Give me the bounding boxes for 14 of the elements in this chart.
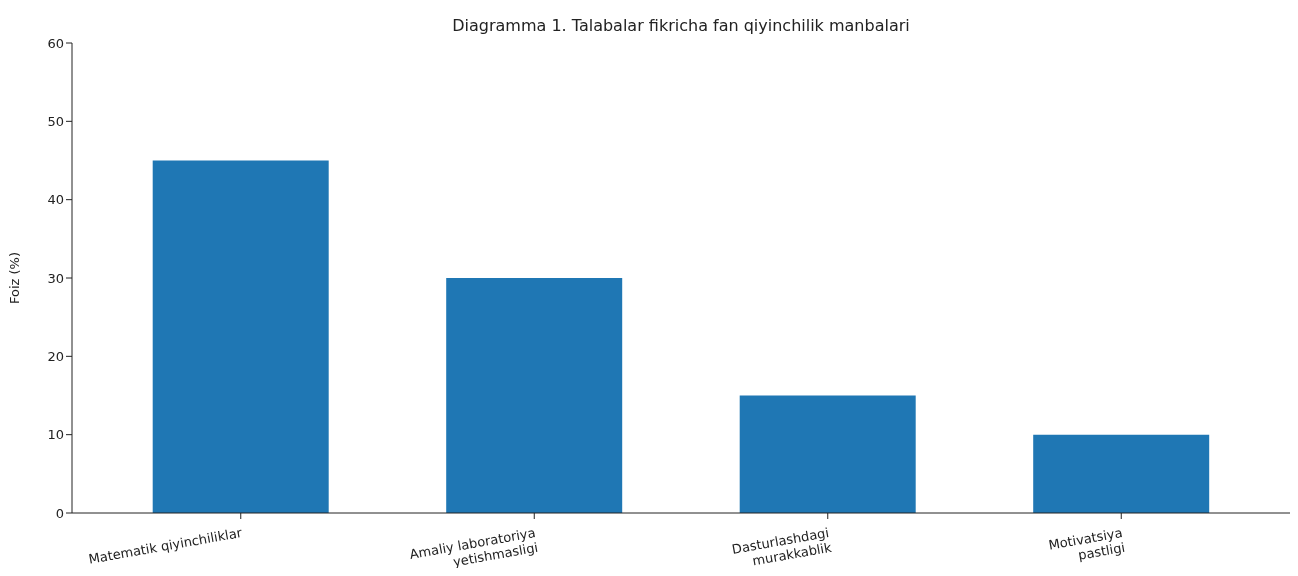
bar xyxy=(739,395,916,513)
y-tick-label: 0 xyxy=(55,505,64,521)
y-tick-label: 40 xyxy=(47,192,64,208)
x-tick-label: Motivatsiya pastligi xyxy=(1047,525,1127,563)
y-axis-title: Foiz (%) xyxy=(6,251,22,305)
y-tick-label: 10 xyxy=(47,427,64,443)
y-tick-label: 50 xyxy=(47,113,64,129)
y-tick-label: 20 xyxy=(47,348,64,364)
chart-title: Diagramma 1. Talabalar fikricha fan qiyinchilik manbalari xyxy=(451,16,911,35)
y-tick-label: 60 xyxy=(47,35,64,51)
bar xyxy=(1033,434,1210,513)
y-tick-label: 30 xyxy=(47,270,64,286)
bar xyxy=(152,160,329,513)
bar xyxy=(446,278,623,513)
